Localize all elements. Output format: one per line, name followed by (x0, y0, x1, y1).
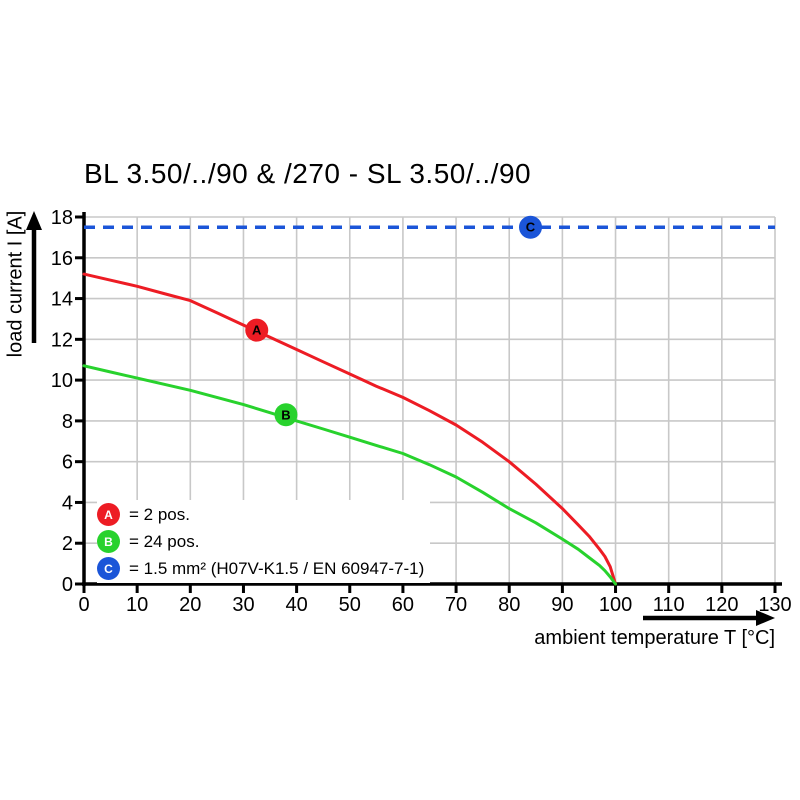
legend-item-c: C = 1.5 mm² (H07V-K1.5 / EN 60947-7-1) (97, 555, 424, 582)
y-tick-label: 18 (51, 207, 73, 229)
x-tick-label: 80 (498, 594, 520, 616)
marker-letter-a: A (252, 323, 262, 338)
y-axis-label: load current I [A] (4, 210, 27, 358)
marker-c: C (518, 215, 542, 239)
y-axis-arrow-icon (26, 211, 42, 343)
legend-marker-a-icon: A (97, 503, 120, 526)
y-tick-label: 14 (51, 289, 73, 311)
x-tick-label: 40 (285, 594, 307, 616)
x-tick-label: 120 (705, 594, 738, 616)
marker-b: B (274, 403, 298, 427)
curve-a (82, 272, 617, 586)
x-tick-label: 30 (232, 594, 254, 616)
marker-letter-c: C (526, 220, 536, 235)
y-tick-label: 16 (51, 248, 73, 270)
legend-label-c: = 1.5 mm² (H07V-K1.5 / EN 60947-7-1) (129, 558, 425, 578)
x-tick-label: 130 (758, 594, 791, 616)
x-axis-label: ambient temperature T [°C] (534, 627, 775, 649)
marker-letter-b: B (281, 407, 290, 422)
y-tick-label: 0 (62, 574, 73, 596)
x-tick-label: 90 (551, 594, 573, 616)
axis-tick-labels: 0 10 20 30 40 50 60 70 80 90 100 110 120 130 0 2 4 6 8 10 12… (51, 207, 792, 616)
legend-item-b: B = 24 pos. (97, 528, 424, 555)
marker-circle-a (245, 318, 269, 342)
marker-circle-b (274, 403, 298, 427)
legend-label-b: = 24 pos. (129, 531, 200, 551)
y-tick-label: 6 (62, 452, 73, 474)
x-tick-label: 60 (392, 594, 414, 616)
chart-title: BL 3.50/../90 & /270 - SL 3.50/../90 (84, 158, 532, 189)
x-axis-arrow-icon (643, 610, 775, 626)
x-tick-label: 50 (339, 594, 361, 616)
x-tick-label: 110 (653, 594, 685, 616)
legend-item-a: A = 2 pos. (97, 501, 424, 528)
curve-markers: A B C (245, 215, 542, 427)
x-tick-label: 100 (599, 594, 632, 616)
y-tick-label: 8 (62, 411, 73, 433)
chart-legend: A = 2 pos. B = 24 pos. C = 1.5 mm² (H07V… (97, 500, 431, 583)
legend-label-a: = 2 pos. (129, 504, 190, 524)
x-tick-label: 70 (445, 594, 467, 616)
legend-marker-b-icon: B (97, 530, 120, 553)
data-curves (82, 225, 775, 586)
axis-ticks (75, 215, 777, 593)
marker-circle-c (518, 215, 542, 239)
y-tick-label: 12 (51, 329, 73, 351)
y-tick-label: 10 (51, 370, 73, 392)
x-tick-label: 20 (179, 594, 201, 616)
legend-marker-c-icon: C (97, 557, 120, 580)
x-tick-label: 0 (78, 594, 89, 616)
y-tick-label: 4 (62, 492, 73, 514)
x-tick-label: 10 (126, 594, 148, 616)
curve-b (82, 364, 617, 586)
marker-a: A (245, 318, 269, 342)
y-tick-label: 2 (62, 533, 73, 555)
